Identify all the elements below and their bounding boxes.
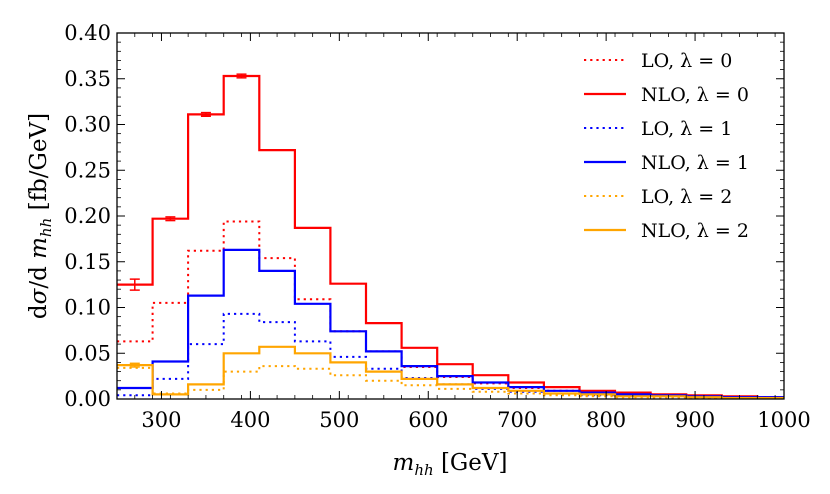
y-tick-label: 0.35 — [64, 67, 111, 91]
x-tick-label: 400 — [230, 408, 270, 432]
x-tick-label: 1000 — [757, 408, 810, 432]
y-tick-label: 0.10 — [64, 296, 111, 320]
y-tick-label: 0.05 — [64, 341, 111, 365]
x-axis-label: mhh [GeV] — [393, 450, 508, 479]
x-tick-label: 300 — [141, 408, 181, 432]
legend-label: LO, λ = 0 — [641, 50, 732, 72]
y-tick-label: 0.15 — [64, 250, 111, 274]
x-tick-label: 800 — [586, 408, 626, 432]
legend-label: NLO, λ = 2 — [641, 220, 749, 242]
y-tick-label: 0.40 — [64, 21, 111, 45]
x-tick-label: 600 — [408, 408, 448, 432]
legend-label: LO, λ = 2 — [641, 186, 732, 208]
x-tick-label: 500 — [319, 408, 359, 432]
y-tick-label: 0.25 — [64, 158, 111, 182]
legend-label: LO, λ = 1 — [641, 118, 732, 140]
y-tick-label: 0.30 — [64, 113, 111, 137]
legend-label: NLO, λ = 1 — [641, 152, 749, 174]
ticks-layer: 300 400 500 600 700 800 900 1000 0.00 0.05 0.10 0.1… — [64, 21, 810, 432]
x-tick-label: 700 — [497, 408, 537, 432]
y-axis-label: dσ/d mhh [fb/GeV] — [26, 113, 55, 319]
y-tick-label: 0.20 — [64, 204, 111, 228]
legend: LO, λ = 0 NLO, λ = 0 LO, λ = 1 NLO, λ = 1 LO… — [584, 50, 749, 242]
series-0-line — [117, 220, 784, 399]
series-5-line — [117, 345, 784, 400]
y-tick-label: 0.00 — [64, 387, 111, 411]
legend-label: NLO, λ = 0 — [641, 84, 749, 106]
plot-frame — [116, 32, 785, 400]
series-3-line — [117, 248, 784, 399]
x-tick-label: 900 — [675, 408, 715, 432]
